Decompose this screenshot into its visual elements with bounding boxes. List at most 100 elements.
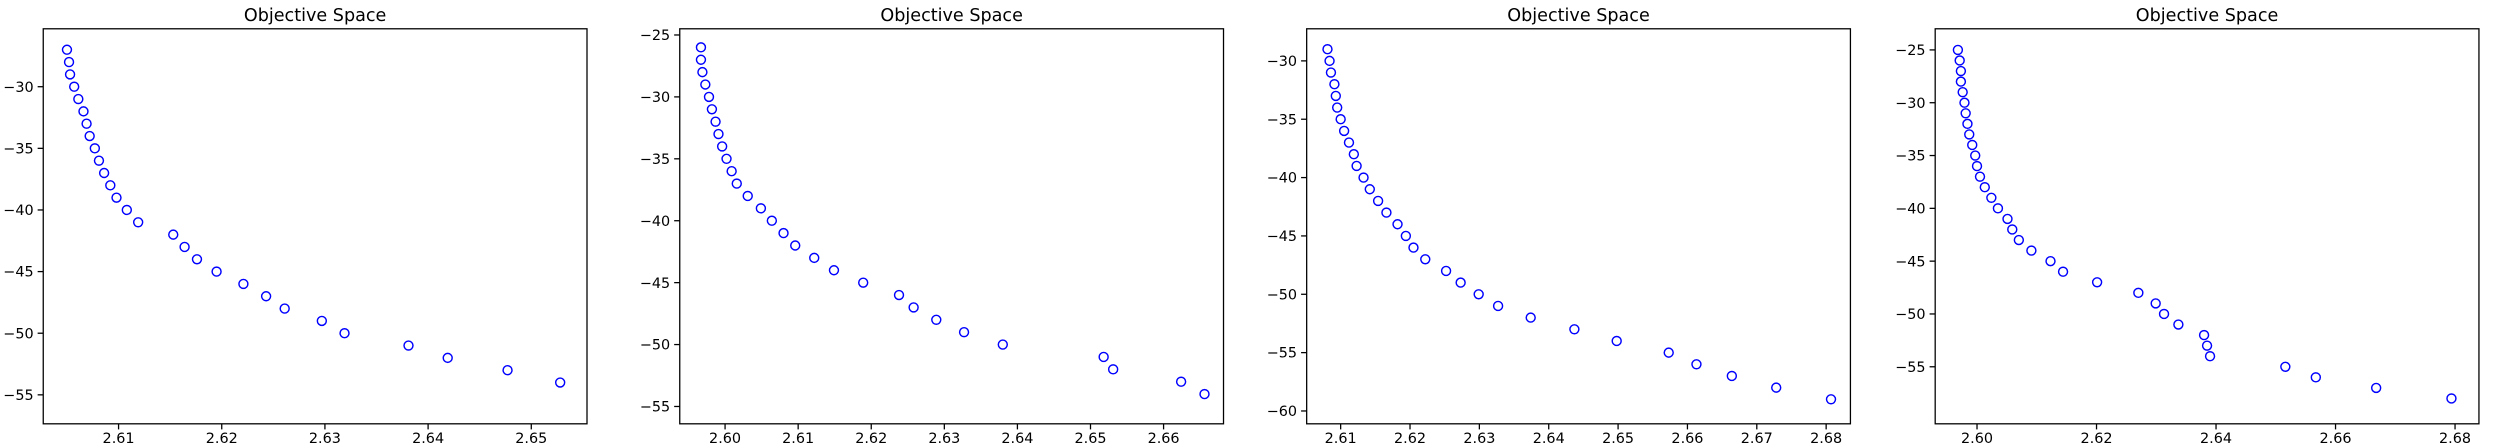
point — [1960, 108, 1971, 119]
point — [238, 278, 249, 290]
chart-title: Objective Space — [1507, 6, 1650, 26]
point — [1343, 137, 1355, 148]
y-tick-label: −30 — [1267, 54, 1297, 70]
point — [89, 143, 101, 154]
point — [2133, 287, 2144, 299]
point — [1771, 382, 1782, 393]
y-tick-label: −50 — [1267, 287, 1297, 303]
y-tick-label: −30 — [640, 90, 670, 106]
point — [64, 69, 76, 80]
point — [695, 54, 707, 65]
point — [790, 240, 801, 251]
point — [1473, 289, 1484, 300]
point — [1420, 254, 1431, 265]
y-tick-label: −60 — [1267, 404, 1297, 420]
y-tick-label: −55 — [1895, 360, 1925, 376]
point — [1335, 114, 1346, 125]
x-tick-label: 2.66 — [2320, 431, 2352, 443]
point — [211, 266, 222, 277]
x-tick-label: 2.60 — [1961, 431, 1993, 443]
point — [828, 265, 840, 276]
subplot: 2.60 2.61 2.62 2.63 2.64 2.65 2.66 −25 −30 −35 −40… — [640, 6, 1225, 443]
point — [2026, 245, 2037, 256]
x-tick-label: 2.62 — [2081, 431, 2113, 443]
point — [1970, 150, 1981, 161]
point — [908, 302, 919, 313]
point — [1351, 160, 1362, 172]
point — [93, 155, 105, 166]
point — [721, 153, 732, 165]
point — [73, 93, 84, 105]
point — [697, 66, 708, 78]
point — [958, 326, 970, 338]
x-tick-label: 2.63 — [309, 431, 341, 443]
point — [1954, 55, 1965, 66]
point — [1098, 351, 1109, 363]
point — [1663, 347, 1674, 358]
point — [1825, 394, 1837, 405]
point — [1329, 79, 1340, 90]
x-tick-label: 2.65 — [515, 431, 547, 443]
x-tick-label: 2.62 — [1394, 431, 1426, 443]
point — [2280, 361, 2291, 372]
point — [316, 315, 328, 327]
point — [766, 215, 778, 226]
subplot: 2.60 2.62 2.64 2.66 2.68 −25 −30 −35 −40 −45 −50 −5… — [1895, 6, 2480, 443]
y-tick-label: −35 — [3, 141, 33, 157]
point — [695, 42, 707, 53]
point — [502, 364, 513, 376]
point — [1325, 67, 1337, 78]
point — [1974, 171, 1986, 182]
point — [893, 289, 905, 301]
point — [84, 130, 95, 142]
axes-frame — [1306, 28, 1852, 425]
point — [68, 81, 80, 92]
point — [1525, 312, 1536, 323]
subplot: 2.61 2.62 2.63 2.64 2.65 −30 −35 −40 −45 −50 −55 Ob… — [3, 6, 588, 443]
point — [1338, 125, 1350, 137]
point — [742, 190, 753, 202]
y-tick-label: −40 — [3, 203, 33, 219]
point — [2204, 351, 2216, 362]
point — [1986, 192, 1997, 203]
y-tick-label: −35 — [640, 152, 670, 168]
y-tick-label: −40 — [640, 214, 670, 230]
point — [1964, 129, 1975, 140]
point — [997, 339, 1008, 350]
y-tick-label: −30 — [3, 80, 33, 96]
point — [1199, 388, 1210, 400]
point — [1971, 160, 1983, 172]
point — [403, 340, 414, 351]
point — [105, 180, 116, 191]
point — [1381, 207, 1392, 218]
point — [98, 167, 110, 179]
point — [700, 79, 711, 90]
point — [2057, 266, 2069, 277]
axes-frame — [42, 28, 588, 425]
x-tick-label: 2.64 — [2200, 431, 2232, 443]
y-tick-label: −45 — [640, 276, 670, 292]
point — [1957, 86, 1968, 98]
point — [78, 106, 89, 117]
point — [132, 217, 144, 228]
point — [1455, 277, 1466, 288]
point — [63, 56, 75, 68]
point — [1955, 65, 1967, 77]
x-tick-label: 2.60 — [709, 431, 741, 443]
y-tick-label: −55 — [1267, 346, 1297, 362]
y-tick-label: −40 — [1267, 171, 1297, 187]
plot-area — [1306, 28, 1851, 424]
chart-title: Objective Space — [880, 6, 1023, 26]
point — [2002, 213, 2013, 225]
axes-frame — [679, 28, 1225, 425]
x-tick-label: 2.67 — [1741, 431, 1773, 443]
x-tick-label: 2.62 — [206, 431, 238, 443]
x-tick-label: 2.65 — [1074, 431, 1106, 443]
point — [1440, 265, 1452, 277]
point — [1175, 376, 1187, 387]
x-tick-label: 2.63 — [928, 431, 960, 443]
point — [554, 377, 566, 388]
x-tick-label: 2.61 — [1325, 431, 1357, 443]
y-tick-label: −35 — [1895, 149, 1925, 165]
x-tick-label: 2.68 — [2439, 431, 2471, 443]
